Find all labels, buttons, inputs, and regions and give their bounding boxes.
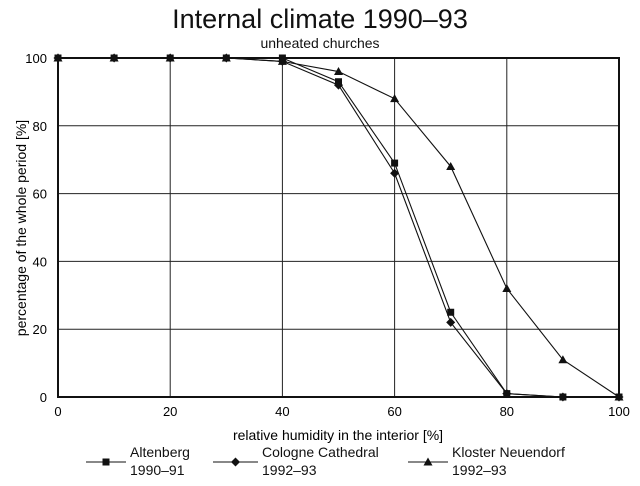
y-tick-labels: 0 20 40 60 80 100	[25, 51, 47, 405]
data-point	[277, 56, 287, 65]
y-axis-label: percentage of the whole period [%]	[13, 120, 29, 336]
legend-entry-period: 1992–93	[452, 462, 507, 478]
grid-lines	[57, 57, 620, 398]
legend-marker-diamond	[231, 457, 240, 467]
data-point	[391, 159, 399, 167]
x-tick-label: 80	[500, 404, 514, 419]
data-point	[502, 389, 512, 399]
data-point	[334, 67, 343, 76]
x-tick-label: 0	[54, 404, 61, 419]
data-point	[165, 53, 175, 62]
data-point	[53, 53, 63, 62]
series-diamond	[53, 53, 624, 402]
series-triangle	[53, 53, 624, 401]
y-tick-label: 0	[40, 390, 47, 405]
plot-frame	[57, 57, 620, 398]
data-point	[446, 161, 456, 170]
legend-entry-name: Cologne Cathedral	[262, 444, 379, 460]
series-square	[54, 54, 623, 401]
y-tick-label: 80	[33, 119, 47, 134]
data-point	[446, 317, 456, 327]
legend-entry-name: Altenberg	[130, 444, 190, 460]
chart-subtitle: unheated churches	[260, 35, 380, 51]
y-tick-label: 20	[33, 322, 47, 337]
data-point	[390, 168, 400, 178]
x-tick-label: 100	[608, 404, 630, 419]
x-axis-label: relative humidity in the interior [%]	[233, 427, 443, 443]
data-point	[447, 308, 455, 316]
y-tick-label: 100	[25, 51, 47, 66]
legend-marker-square	[102, 458, 110, 466]
y-tick-label: 60	[33, 187, 47, 202]
legend-symbols	[86, 457, 448, 467]
y-tick-label: 40	[33, 254, 47, 269]
data-point	[558, 392, 568, 402]
x-tick-label: 20	[163, 404, 177, 419]
data-point	[502, 284, 512, 293]
legend-entry-period: 1990–91	[130, 462, 185, 478]
series-line	[58, 57, 619, 398]
x-tick-labels: 0 20 40 60 80 100	[54, 404, 629, 419]
legend-entry-period: 1992–93	[262, 462, 317, 478]
chart-title: Internal climate 1990–93	[172, 4, 468, 34]
data-point	[558, 355, 568, 364]
series-line	[58, 57, 619, 398]
series-group	[53, 53, 624, 402]
x-tick-label: 40	[275, 404, 289, 419]
data-point	[221, 53, 231, 62]
data-point	[109, 53, 119, 62]
series-line	[58, 57, 620, 398]
legend-entry-name: Kloster Neuendorf	[452, 444, 565, 460]
data-point	[390, 94, 400, 103]
x-tick-label: 60	[387, 404, 401, 419]
data-point	[614, 392, 624, 401]
data-point	[334, 80, 343, 90]
legend-marker-triangle	[423, 457, 433, 466]
